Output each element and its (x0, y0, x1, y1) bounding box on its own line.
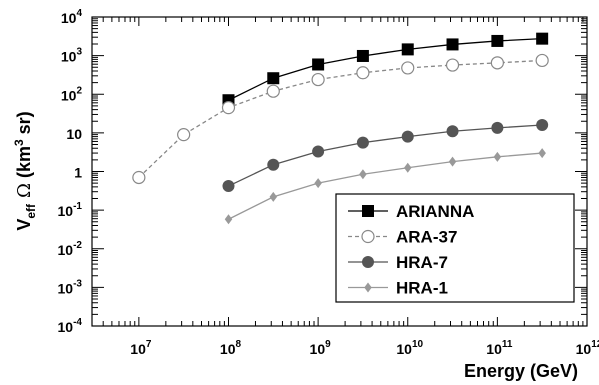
data-point (403, 162, 412, 173)
data-point (445, 58, 460, 72)
x-axis-title: Energy (GeV) (464, 361, 578, 381)
series-ara-37 (132, 53, 549, 185)
data-point (448, 156, 457, 167)
y-tick-label: 10-1 (58, 201, 83, 219)
x-tick-label: 108 (220, 339, 242, 357)
legend-entry: HRA-7 (348, 253, 448, 272)
legend-marker (361, 229, 375, 244)
y-axis-title-units-close: sr) (14, 111, 34, 139)
legend-box (335, 193, 575, 303)
data-point (177, 128, 191, 142)
legend-entries: ARIANNA ARA-37 HRA-7 HRA-1 (348, 202, 474, 298)
series-line (228, 124, 543, 187)
data-point (401, 130, 414, 143)
data-point (356, 136, 369, 149)
legend-marker (364, 282, 372, 293)
x-tick-label: 1010 (396, 339, 423, 357)
data-point (491, 34, 504, 47)
data-point (267, 158, 280, 171)
data-point (132, 170, 146, 185)
data-point (221, 101, 236, 115)
legend-entry: ARA-37 (348, 228, 457, 247)
y-tick-label: 10-3 (58, 278, 83, 296)
series-line (228, 152, 543, 220)
data-point (446, 38, 459, 51)
legend-label: ARA-37 (396, 228, 457, 247)
legend: ARIANNA ARA-37 HRA-7 HRA-1 (335, 193, 575, 303)
x-tick-label: 107 (130, 339, 152, 357)
y-axis-title-omega: Ω (14, 183, 35, 198)
series-line (228, 38, 543, 101)
data-point (314, 178, 322, 189)
y-tick-label: 103 (61, 47, 83, 65)
data-point (491, 121, 504, 134)
data-point (446, 125, 459, 138)
x-tick-label: 1012 (576, 339, 599, 357)
legend-label: HRA-1 (396, 279, 448, 298)
y-axis-title-v: V (14, 219, 34, 231)
data-point (224, 214, 233, 225)
axis-ticks: 107 108 109 1010 1011 1012 10-4 10-3 10-2 10-1 1 10… (58, 8, 599, 357)
x-tick-label: 109 (310, 339, 332, 357)
y-tick-label: 10-2 (58, 240, 83, 258)
y-tick-label: 10 (66, 126, 82, 142)
data-point (356, 49, 369, 62)
data-point (269, 191, 278, 202)
data-point (266, 84, 280, 98)
data-point (222, 180, 235, 193)
y-tick-label: 104 (61, 8, 83, 26)
y-axis-title-units-open: (km (14, 146, 34, 178)
legend-marker (362, 205, 374, 217)
legend-marker (362, 256, 374, 268)
data-point (535, 53, 549, 68)
y-axis-title: Veff Ω (km3 sr) (12, 111, 38, 230)
series-layer (132, 32, 549, 225)
data-point (536, 118, 549, 131)
data-point (359, 169, 367, 180)
data-point (312, 58, 325, 71)
data-point (490, 56, 504, 70)
data-point (267, 72, 280, 85)
data-point (312, 145, 325, 158)
y-axis-title-units-sup: 3 (12, 139, 26, 146)
series-line (138, 59, 543, 178)
series-arianna (222, 32, 549, 107)
data-point (538, 148, 546, 159)
data-point (401, 61, 415, 75)
legend-entry: ARIANNA (348, 202, 474, 221)
y-tick-label: 1 (74, 165, 82, 181)
y-axis-title-sub: eff (24, 203, 38, 219)
data-point (356, 66, 370, 80)
data-point (493, 151, 502, 162)
legend-label: HRA-7 (396, 253, 448, 272)
y-tick-label: 102 (61, 85, 83, 103)
legend-entry: HRA-1 (348, 279, 448, 298)
series-hra-7 (222, 118, 549, 193)
y-tick-label: 10-4 (58, 317, 83, 335)
legend-label: ARIANNA (396, 202, 474, 221)
data-point (536, 32, 549, 45)
x-tick-label: 1011 (486, 339, 513, 357)
data-point (401, 43, 414, 56)
data-point (311, 72, 325, 87)
series-hra-1 (224, 148, 546, 225)
